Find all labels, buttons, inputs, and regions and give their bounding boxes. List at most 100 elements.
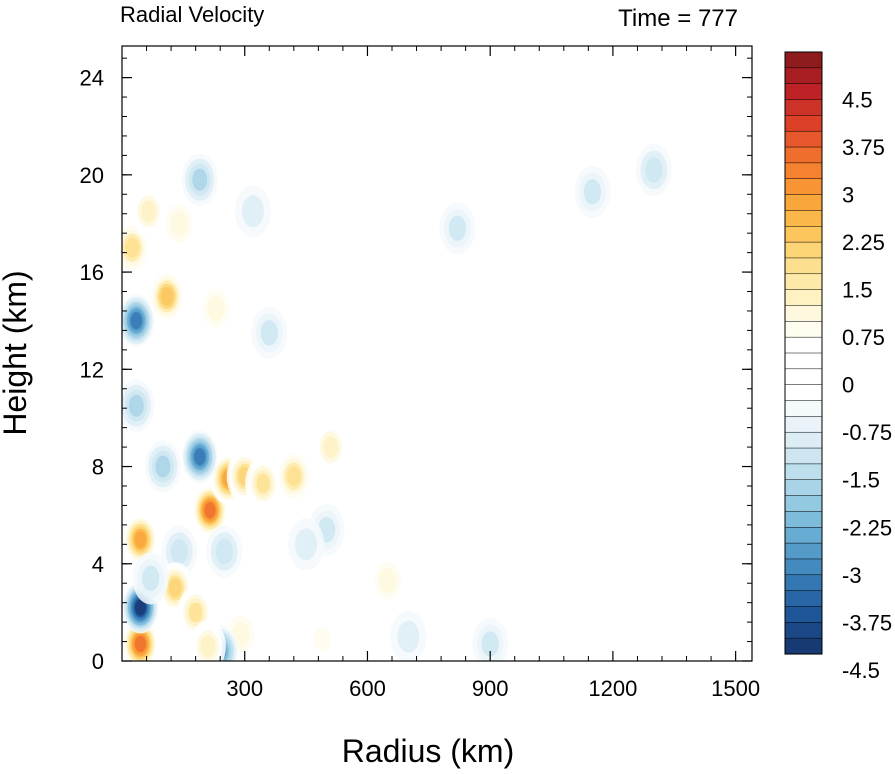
colorbar-swatch-31 — [784, 542, 823, 560]
velocity-blob-7 — [141, 200, 157, 223]
colorbar-label-7: -0.75 — [842, 420, 892, 445]
colorbar-label-12: -4.5 — [842, 658, 880, 683]
velocity-blob-13 — [141, 565, 160, 592]
colorbar-swatch-29 — [784, 511, 823, 528]
axes: 300 600 900 1200 1500 0 4 8 12 16 20 24 — [80, 46, 760, 701]
colorbar-label-0: 4.5 — [842, 88, 873, 113]
velocity-field — [122, 143, 672, 661]
colorbar: 4.5 3.75 3 2.25 1.5 0.75 0 -0.75 -1.5 -2.25 -3 -3.7… — [784, 51, 892, 683]
y-tick-label-3: 12 — [80, 357, 104, 382]
colorbar-swatch-6 — [784, 146, 823, 164]
colorbar-swatch-4 — [784, 115, 823, 132]
colorbar-swatch-20 — [784, 368, 823, 386]
colorbar-swatch-15 — [784, 289, 823, 307]
velocity-blob-29 — [313, 626, 332, 652]
velocity-blob-1 — [135, 599, 146, 616]
colorbar-swatch-30 — [784, 527, 823, 544]
velocity-blob-28 — [379, 568, 397, 594]
velocity-blob-24 — [287, 466, 301, 487]
colorbar-label-2: 3 — [842, 183, 854, 208]
plot-frame — [121, 45, 753, 662]
velocity-blob-17 — [188, 602, 203, 623]
colorbar-swatch-13 — [784, 257, 823, 275]
velocity-blob-10 — [155, 455, 171, 478]
colorbar-swatch-27 — [784, 479, 823, 497]
velocity-blob-37 — [626, 309, 649, 342]
x-tick-label-2: 900 — [472, 676, 509, 701]
colorbar-swatch-7 — [784, 162, 823, 180]
x-tick-label-4: 1500 — [711, 676, 760, 701]
y-axis-label: Height (km) — [0, 270, 33, 435]
colorbar-label-8: -1.5 — [842, 468, 880, 493]
y-tick-label-5: 20 — [80, 163, 104, 188]
colorbar-label-4: 1.5 — [842, 278, 873, 303]
velocity-blob-14 — [204, 502, 216, 519]
y-tick-label-4: 16 — [80, 260, 104, 285]
y-tick-label-2: 8 — [92, 455, 104, 480]
velocity-blob-4 — [160, 287, 174, 306]
velocity-blob-30 — [397, 620, 420, 653]
velocity-blob-6 — [128, 394, 144, 417]
colorbar-label-5: 0.75 — [842, 325, 885, 350]
colorbar-label-11: -3.75 — [842, 610, 892, 635]
colorbar-swatch-25 — [784, 447, 823, 465]
colorbar-swatch-21 — [784, 384, 823, 402]
velocity-blob-5 — [125, 237, 140, 258]
velocity-blob-16 — [193, 448, 206, 466]
colorbar-swatch-0 — [784, 51, 823, 69]
x-tick-label-3: 1200 — [588, 676, 637, 701]
colorbar-swatch-33 — [784, 574, 823, 592]
colorbar-swatch-26 — [784, 463, 823, 481]
colorbar-label-6: 0 — [842, 373, 854, 398]
velocity-blob-0 — [134, 635, 146, 653]
x-tick-label-1: 600 — [349, 676, 386, 701]
colorbar-swatch-22 — [784, 400, 823, 417]
y-tick-label-1: 4 — [92, 552, 104, 577]
colorbar-swatch-18 — [784, 336, 823, 354]
colorbar-swatch-37 — [784, 637, 823, 655]
velocity-blob-23 — [200, 635, 216, 658]
colorbar-swatch-10 — [784, 210, 823, 227]
velocity-blob-39 — [533, 620, 570, 661]
colorbar-swatch-19 — [784, 352, 823, 370]
colorbar-swatch-32 — [784, 558, 823, 576]
chart-title-right: Time = 777 — [618, 5, 738, 32]
velocity-blob-20 — [256, 473, 270, 494]
chart-title-left: Radial Velocity — [120, 2, 264, 27]
velocity-blob-2 — [134, 530, 147, 548]
velocity-blob-8 — [170, 210, 188, 237]
velocity-blob-36 — [645, 157, 663, 183]
colorbar-swatch-12 — [784, 241, 823, 259]
velocity-blob-18 — [215, 538, 233, 565]
colorbar-swatch-17 — [784, 321, 823, 338]
velocity-blob-9 — [192, 168, 208, 191]
velocity-blob-34 — [448, 215, 467, 241]
colorbar-swatch-23 — [784, 416, 823, 433]
velocity-blob-27 — [295, 528, 318, 561]
velocity-blob-3 — [130, 312, 143, 330]
velocity-blob-25 — [323, 436, 339, 459]
colorbar-label-3: 2.25 — [842, 230, 885, 255]
colorbar-label-10: -3 — [842, 563, 862, 588]
colorbar-swatch-9 — [784, 194, 823, 211]
x-tick-label-0: 300 — [226, 676, 263, 701]
velocity-blob-35 — [583, 179, 602, 205]
colorbar-swatch-24 — [784, 431, 823, 449]
x-axis-label: Radius (km) — [342, 733, 514, 769]
colorbar-swatch-5 — [784, 130, 823, 148]
colorbar-swatch-1 — [784, 67, 823, 85]
colorbar-frame — [784, 51, 823, 655]
colorbar-swatch-35 — [784, 606, 823, 623]
velocity-blob-31 — [241, 195, 264, 228]
y-tick-label-0: 0 — [92, 649, 104, 674]
colorbar-label-1: 3.75 — [842, 135, 885, 160]
velocity-blob-32 — [260, 320, 278, 346]
colorbar-swatch-2 — [784, 83, 823, 101]
velocity-blob-33 — [207, 295, 225, 322]
colorbar-label-9: -2.25 — [842, 515, 892, 540]
colorbar-swatch-3 — [784, 99, 823, 116]
colorbar-swatch-28 — [784, 495, 823, 512]
velocity-blob-12 — [168, 578, 182, 598]
colorbar-swatch-34 — [784, 590, 823, 608]
